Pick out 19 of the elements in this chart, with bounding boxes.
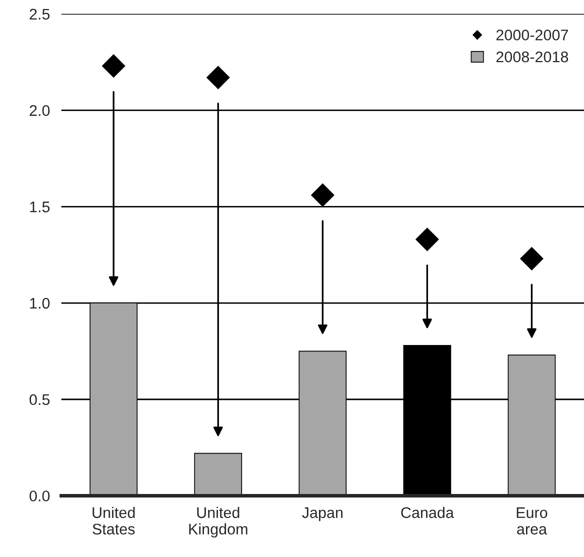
y-tick-label: 1.5	[30, 202, 50, 212]
y-tick-label: 2.0	[30, 105, 50, 116]
x-tick-label: Japan	[302, 507, 342, 522]
bar	[194, 452, 242, 496]
x-tick-label: United Kingdom	[189, 506, 248, 538]
legend-label: 2008-2018	[496, 51, 568, 62]
legend-label: 2000-2007	[496, 30, 568, 40]
point	[311, 184, 334, 207]
point	[206, 66, 230, 90]
x-tick-label: United States	[92, 506, 135, 535]
point	[102, 54, 126, 78]
x-tick-label: Euro area	[516, 507, 548, 535]
x-tick-label: Canada	[401, 506, 454, 518]
y-tick-label: 0.5	[30, 394, 50, 406]
y-tick-label: 1.0	[30, 298, 50, 309]
point	[416, 228, 439, 251]
y-tick-label: 0.0	[30, 490, 50, 502]
y-tick-label: 2.5	[30, 8, 50, 20]
point	[520, 247, 544, 270]
